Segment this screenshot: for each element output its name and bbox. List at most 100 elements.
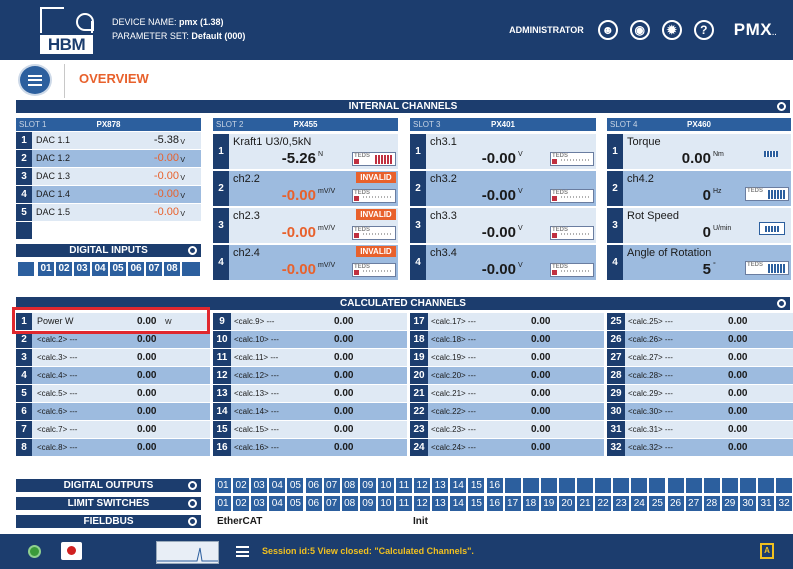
calc-channel-row[interactable]: 21 <calc.21> --- 0.00 (410, 385, 604, 402)
dac-row[interactable]: 2 DAC 1.2 -0.00 V (16, 150, 201, 167)
dac-row[interactable]: 5 DAC 1.5 -0.00 V (16, 204, 201, 221)
calc-channel-row[interactable]: 27 <calc.27> --- 0.00 (607, 349, 793, 366)
digital_outputs-09[interactable]: 09 (359, 478, 376, 493)
calc-channel-row[interactable]: 14 <calc.14> --- 0.00 (213, 403, 407, 420)
channel-tile[interactable]: 3 ch2.3 -0.00 mV/V INVALID (213, 208, 398, 243)
calc-channel-row[interactable]: 31 <calc.31> --- 0.00 (607, 421, 793, 438)
limit_switches-29[interactable]: 29 (721, 496, 738, 511)
limit_switches-04[interactable]: 04 (269, 496, 286, 511)
digital_outputs-13[interactable]: 13 (432, 478, 449, 493)
calc-channel-row[interactable]: 28 <calc.28> --- 0.00 (607, 367, 793, 384)
channel-tile[interactable]: 3 Rot Speed 0 U/min (607, 208, 791, 243)
internal-channels-bar[interactable]: INTERNAL CHANNELS (16, 100, 790, 113)
calc-channel-row[interactable]: 15 <calc.15> --- 0.00 (213, 421, 407, 438)
help-icon[interactable]: ? (693, 20, 714, 40)
limit_switches-24[interactable]: 24 (631, 496, 648, 511)
channel-tile[interactable]: 1 ch3.1 -0.00 V (410, 134, 596, 169)
digital-inputs-bar[interactable]: DIGITAL INPUTS (16, 244, 201, 257)
calc-channel-row[interactable]: 17 <calc.17> --- 0.00 (410, 313, 604, 330)
digital-input-07[interactable]: 07 (146, 262, 162, 276)
digital_outputs-04[interactable]: 04 (269, 478, 286, 493)
calc-channel-row[interactable]: 10 <calc.10> --- 0.00 (213, 331, 407, 348)
calc-channel-row[interactable]: 19 <calc.19> --- 0.00 (410, 349, 604, 366)
limit_switches-22[interactable]: 22 (595, 496, 612, 511)
collapse-icon[interactable] (777, 102, 786, 111)
record-icon[interactable] (61, 542, 82, 560)
limit_switches-16[interactable]: 16 (486, 496, 503, 511)
channel-tile[interactable]: 1 Torque 0.00 Nm (607, 134, 791, 169)
limit_switches-05[interactable]: 05 (287, 496, 304, 511)
limit_switches-06[interactable]: 06 (305, 496, 322, 511)
calc-channel-row[interactable]: 32 <calc.32> --- 0.00 (607, 439, 793, 456)
digital_outputs-16[interactable]: 16 (486, 478, 503, 493)
limit_switches-31[interactable]: 31 (758, 496, 774, 511)
digital_outputs-12[interactable]: 12 (414, 478, 431, 493)
limit_switches-17[interactable]: 17 (504, 496, 521, 511)
calc-channel-row[interactable]: 11 <calc.11> --- 0.00 (213, 349, 407, 366)
limit_switches-23[interactable]: 23 (613, 496, 630, 511)
channel-tile[interactable]: 1 Kraft1 U3/0,5kN -5.26 N (213, 134, 398, 169)
collapse-icon[interactable] (188, 517, 197, 526)
limit_switches-25[interactable]: 25 (649, 496, 666, 511)
calc-channel-row[interactable]: 16 <calc.16> --- 0.00 (213, 439, 407, 456)
limit_switches-13[interactable]: 13 (432, 496, 449, 511)
calc-channel-row[interactable]: 1 Power W 0.00 W (16, 313, 210, 330)
gear-icon[interactable]: ✹ (661, 20, 682, 40)
digital-input-03[interactable]: 03 (74, 262, 90, 276)
limit_switches-27[interactable]: 27 (685, 496, 702, 511)
digital_outputs-10[interactable]: 10 (377, 478, 394, 493)
calc-channel-row[interactable]: 30 <calc.30> --- 0.00 (607, 403, 793, 420)
fieldbus-bar[interactable]: FIELDBUS (16, 515, 201, 528)
limit_switches-32[interactable]: 32 (776, 496, 793, 511)
digital_outputs-08[interactable]: 08 (341, 478, 358, 493)
digital_outputs-07[interactable]: 07 (323, 478, 340, 493)
calc-channel-row[interactable]: 24 <calc.24> --- 0.00 (410, 439, 604, 456)
globe-icon[interactable]: ◉ (629, 20, 650, 40)
digital_outputs-03[interactable]: 03 (251, 478, 268, 493)
channel-tile[interactable]: 4 ch2.4 -0.00 mV/V INVALID (213, 245, 398, 280)
calc-channel-row[interactable]: 6 <calc.6> --- 0.00 (16, 403, 210, 420)
calc-channel-row[interactable]: 12 <calc.12> --- 0.00 (213, 367, 407, 384)
calc-channel-row[interactable]: 25 <calc.25> --- 0.00 (607, 313, 793, 330)
dac-row[interactable]: 4 DAC 1.4 -0.00 V (16, 186, 201, 203)
calculated-channels-bar[interactable]: CALCULATED CHANNELS (16, 297, 790, 310)
channel-tile[interactable]: 2 ch4.2 0 Hz (607, 171, 791, 206)
calc-channel-row[interactable]: 2 <calc.2> --- 0.00 (16, 331, 210, 348)
calc-channel-row[interactable]: 20 <calc.20> --- 0.00 (410, 367, 604, 384)
dac-row[interactable]: 3 DAC 1.3 -0.00 V (16, 168, 201, 185)
limit_switches-15[interactable]: 15 (468, 496, 485, 511)
digital-input-04[interactable]: 04 (92, 262, 108, 276)
limit_switches-03[interactable]: 03 (251, 496, 268, 511)
list-icon[interactable] (236, 546, 249, 557)
channel-tile[interactable]: 3 ch3.3 -0.00 V (410, 208, 596, 243)
calc-channel-row[interactable]: 29 <calc.29> --- 0.00 (607, 385, 793, 402)
digital_outputs-14[interactable]: 14 (450, 478, 467, 493)
collapse-icon[interactable] (188, 481, 197, 490)
digital_outputs-05[interactable]: 05 (287, 478, 304, 493)
limit-switches-bar[interactable]: LIMIT SWITCHES (16, 497, 201, 510)
limit_switches-02[interactable]: 02 (233, 496, 250, 511)
calc-channel-row[interactable]: 22 <calc.22> --- 0.00 (410, 403, 604, 420)
print-icon[interactable]: A (760, 543, 774, 559)
digital-input-01[interactable]: 01 (38, 262, 54, 276)
calc-channel-row[interactable]: 9 <calc.9> --- 0.00 (213, 313, 407, 330)
limit_switches-09[interactable]: 09 (359, 496, 376, 511)
limit_switches-28[interactable]: 28 (703, 496, 720, 511)
collapse-icon[interactable] (188, 499, 197, 508)
limit_switches-10[interactable]: 10 (377, 496, 394, 511)
calc-channel-row[interactable]: 18 <calc.18> --- 0.00 (410, 331, 604, 348)
calc-channel-row[interactable]: 8 <calc.8> --- 0.00 (16, 439, 210, 456)
calc-channel-row[interactable]: 4 <calc.4> --- 0.00 (16, 367, 210, 384)
channel-tile[interactable]: 2 ch3.2 -0.00 V (410, 171, 596, 206)
calc-channel-row[interactable]: 13 <calc.13> --- 0.00 (213, 385, 407, 402)
channel-tile[interactable]: 4 ch3.4 -0.00 V (410, 245, 596, 280)
digital-input-05[interactable]: 05 (110, 262, 126, 276)
digital_outputs-01[interactable]: 01 (215, 478, 231, 493)
digital_outputs-15[interactable]: 15 (468, 478, 485, 493)
channel-tile[interactable]: 2 ch2.2 -0.00 mV/V INVALID (213, 171, 398, 206)
limit_switches-30[interactable]: 30 (739, 496, 756, 511)
limit_switches-08[interactable]: 08 (341, 496, 358, 511)
limit_switches-14[interactable]: 14 (450, 496, 467, 511)
limit_switches-07[interactable]: 07 (323, 496, 340, 511)
limit_switches-19[interactable]: 19 (540, 496, 557, 511)
